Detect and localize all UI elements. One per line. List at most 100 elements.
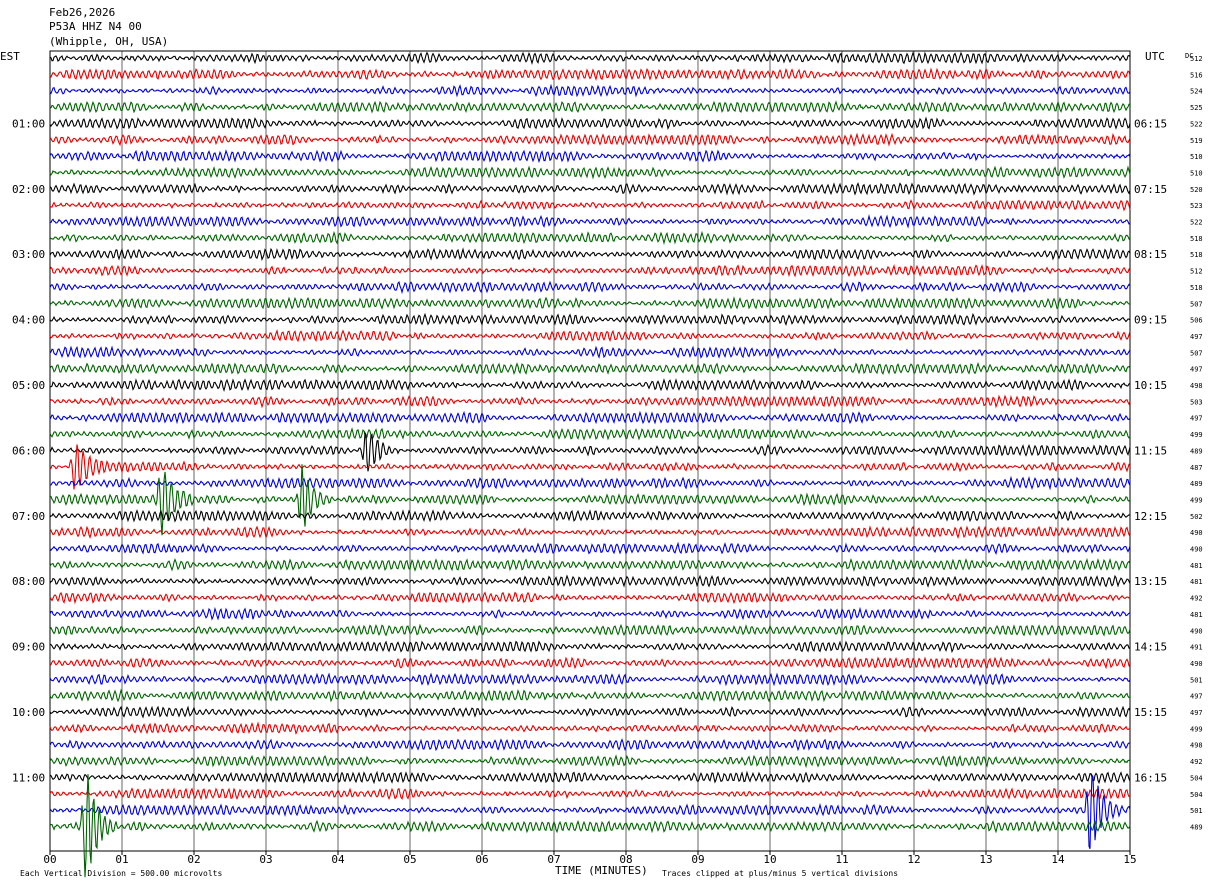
dc-offset-4: 522 xyxy=(1190,120,1203,128)
dc-offset-14: 518 xyxy=(1190,284,1203,292)
dc-offset-42: 498 xyxy=(1190,742,1203,750)
trace-row-45 xyxy=(49,787,1131,801)
trace-row-28 xyxy=(49,509,1131,523)
right-hour-label-3: 09:15 xyxy=(1134,314,1167,327)
trace-row-3 xyxy=(49,100,1131,114)
dc-offset-11: 518 xyxy=(1190,235,1203,243)
trace-row-29 xyxy=(49,525,1131,540)
trace-row-44 xyxy=(49,770,1131,785)
trace-row-9 xyxy=(49,199,1131,212)
x-tick-label-11: 11 xyxy=(835,853,848,866)
dc-offset-38: 501 xyxy=(1190,676,1203,684)
left-hour-label-0: 01:00 xyxy=(12,117,45,130)
right-hour-label-6: 12:15 xyxy=(1134,510,1167,523)
right-hour-label-0: 06:15 xyxy=(1134,117,1167,130)
trace-row-4 xyxy=(49,116,1131,130)
dc-offset-10: 522 xyxy=(1190,219,1203,227)
trace-row-27 xyxy=(49,464,1131,536)
dc-offset-24: 489 xyxy=(1190,447,1203,455)
dc-offset-34: 481 xyxy=(1190,611,1203,619)
dc-offset-33: 492 xyxy=(1190,595,1203,603)
x-tick-label-10: 10 xyxy=(763,853,776,866)
trace-row-0 xyxy=(49,51,1131,66)
dc-offset-22: 497 xyxy=(1190,415,1203,423)
left-hour-label-7: 08:00 xyxy=(12,575,45,588)
right-hour-label-1: 07:15 xyxy=(1134,183,1167,196)
trace-row-11 xyxy=(49,230,1131,246)
right-axis-label: UTC xyxy=(1145,50,1165,63)
dc-offset-36: 491 xyxy=(1190,644,1203,652)
left-hour-label-6: 07:00 xyxy=(12,510,45,523)
trace-row-34 xyxy=(49,606,1131,621)
trace-row-22 xyxy=(49,410,1131,425)
dc-offset-18: 507 xyxy=(1190,349,1203,357)
x-tick-label-06: 06 xyxy=(475,853,488,866)
left-axis-label: EST xyxy=(0,50,20,63)
trace-row-2 xyxy=(49,83,1131,98)
trace-row-38 xyxy=(49,672,1131,687)
left-hour-label-4: 05:00 xyxy=(12,379,45,392)
trace-row-47 xyxy=(49,774,1131,878)
right-hour-label-9: 15:15 xyxy=(1134,706,1167,719)
right-hour-labels: 06:15 07:15 08:15 09:15 10:15 11:15 12:15 13:15… xyxy=(1134,117,1167,784)
left-hour-label-2: 03:00 xyxy=(12,248,45,261)
trace-row-8 xyxy=(49,182,1131,196)
dc-offset-47: 489 xyxy=(1190,823,1203,831)
right-hour-label-4: 10:15 xyxy=(1134,379,1167,392)
dc-offset-39: 497 xyxy=(1190,693,1203,701)
trace-row-37 xyxy=(49,656,1131,670)
trace-row-40 xyxy=(49,705,1131,719)
trace-row-5 xyxy=(49,132,1131,147)
dc-offset-7: 510 xyxy=(1190,169,1203,177)
dc-offset-3: 525 xyxy=(1190,104,1203,112)
dc-offset-23: 499 xyxy=(1190,431,1203,439)
dc-offset-19: 497 xyxy=(1190,366,1203,374)
scale-note: Each Vertical Division = 500.00 microvol… xyxy=(20,869,222,878)
x-tick-label-01: 01 xyxy=(115,853,128,866)
dc-offset-29: 490 xyxy=(1190,529,1203,537)
header-date: Feb26,2026 xyxy=(49,6,115,19)
dc-offset-20: 498 xyxy=(1190,382,1203,390)
trace-row-15 xyxy=(49,296,1131,310)
x-tick-label-05: 05 xyxy=(403,853,416,866)
left-hour-label-5: 06:00 xyxy=(12,444,45,457)
x-tick-label-09: 09 xyxy=(691,853,704,866)
x-tick-label-07: 07 xyxy=(547,853,560,866)
dc-offset-16: 506 xyxy=(1190,317,1203,325)
right-hour-label-2: 08:15 xyxy=(1134,248,1167,261)
dc-offset-21: 503 xyxy=(1190,398,1203,406)
x-tick-label-15: 15 xyxy=(1123,853,1136,866)
trace-row-10 xyxy=(49,214,1131,229)
dc-offset-37: 490 xyxy=(1190,660,1203,668)
clip-note: Traces clipped at plus/minus 5 vertical … xyxy=(662,869,898,878)
trace-row-20 xyxy=(49,378,1131,393)
trace-row-25 xyxy=(49,444,1131,490)
x-tick-label-13: 13 xyxy=(979,853,992,866)
header-station: P53A HHZ N4 00 xyxy=(49,20,142,33)
left-hour-label-1: 02:00 xyxy=(12,183,45,196)
trace-row-13 xyxy=(49,264,1131,278)
trace-row-14 xyxy=(49,280,1131,295)
dc-offset-26: 489 xyxy=(1190,480,1203,488)
trace-row-36 xyxy=(49,640,1131,654)
trace-row-1 xyxy=(49,67,1131,81)
trace-row-17 xyxy=(49,329,1131,343)
trace-row-41 xyxy=(49,721,1131,736)
trace-row-46 xyxy=(49,773,1131,850)
dc-offset-41: 499 xyxy=(1190,725,1203,733)
dc-offset-2: 524 xyxy=(1190,88,1203,96)
trace-row-43 xyxy=(49,754,1131,769)
dc-offset-43: 492 xyxy=(1190,758,1203,766)
trace-row-12 xyxy=(49,247,1131,261)
dc-offset-35: 490 xyxy=(1190,627,1203,635)
dc-offset-32: 481 xyxy=(1190,578,1203,586)
trace-row-26 xyxy=(49,475,1131,491)
trace-row-31 xyxy=(49,557,1131,572)
left-hour-label-8: 09:00 xyxy=(12,641,45,654)
dc-offset-1: 516 xyxy=(1190,71,1203,79)
left-hour-label-9: 10:00 xyxy=(12,706,45,719)
dc-offset-labels: 512 516 524 525 522 519 510 510 520 523 522 518 518 5… xyxy=(1190,55,1203,831)
x-axis-title: TIME (MINUTES) xyxy=(555,864,648,877)
x-tick-label-14: 14 xyxy=(1051,853,1065,866)
